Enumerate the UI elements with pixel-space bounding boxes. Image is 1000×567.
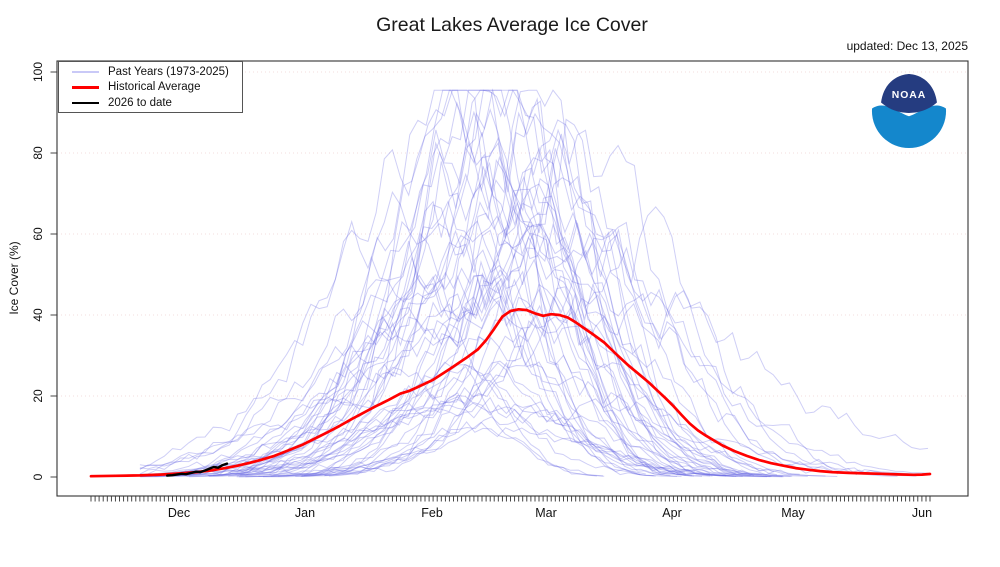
2026-line-swatch xyxy=(72,101,99,104)
x-tick-label-dec: Dec xyxy=(167,506,191,520)
noaa-fan-shape xyxy=(881,73,937,113)
y-tick-label-80: 80 xyxy=(31,146,45,160)
y-tick-label-100: 100 xyxy=(31,61,45,83)
historical-average-line-swatch xyxy=(72,85,99,89)
page-title: Great Lakes Average Ice Cover xyxy=(376,14,648,36)
y-tick-label-20: 20 xyxy=(31,389,45,403)
y-axis-title: Ice Cover (%) xyxy=(7,241,21,315)
updated-timestamp: updated: Dec 13, 2025 xyxy=(846,39,968,53)
legend-label: Past Years (1973-2025) xyxy=(108,65,229,78)
y-tick-label-40: 40 xyxy=(31,308,45,322)
legend-item-2026-to-date: 2026 to date xyxy=(59,97,242,109)
y-tick-label-0: 0 xyxy=(31,473,45,481)
x-tick-label-feb: Feb xyxy=(421,506,443,520)
legend-item-past-years: Past Years (1973-2025) xyxy=(59,66,242,78)
legend-label: Historical Average xyxy=(108,81,201,93)
legend-item-historical-average: Historical Average xyxy=(59,81,242,93)
x-tick-label-jun: Jun xyxy=(911,506,933,520)
x-tick-label-apr: Apr xyxy=(662,506,682,520)
legend: Past Years (1973-2025) Historical Averag… xyxy=(58,61,243,113)
past-years-line-swatch xyxy=(72,70,99,73)
x-tick-label-jan: Jan xyxy=(294,506,316,520)
noaa-logo-text: NOAA xyxy=(892,90,927,101)
y-tick-label-60: 60 xyxy=(31,227,45,241)
x-tick-label-mar: Mar xyxy=(535,506,557,520)
noaa-logo: NOAA xyxy=(871,73,947,149)
x-tick-label-may: May xyxy=(781,506,805,520)
legend-label: 2026 to date xyxy=(108,96,172,109)
noaa-wave-shape xyxy=(871,105,947,149)
